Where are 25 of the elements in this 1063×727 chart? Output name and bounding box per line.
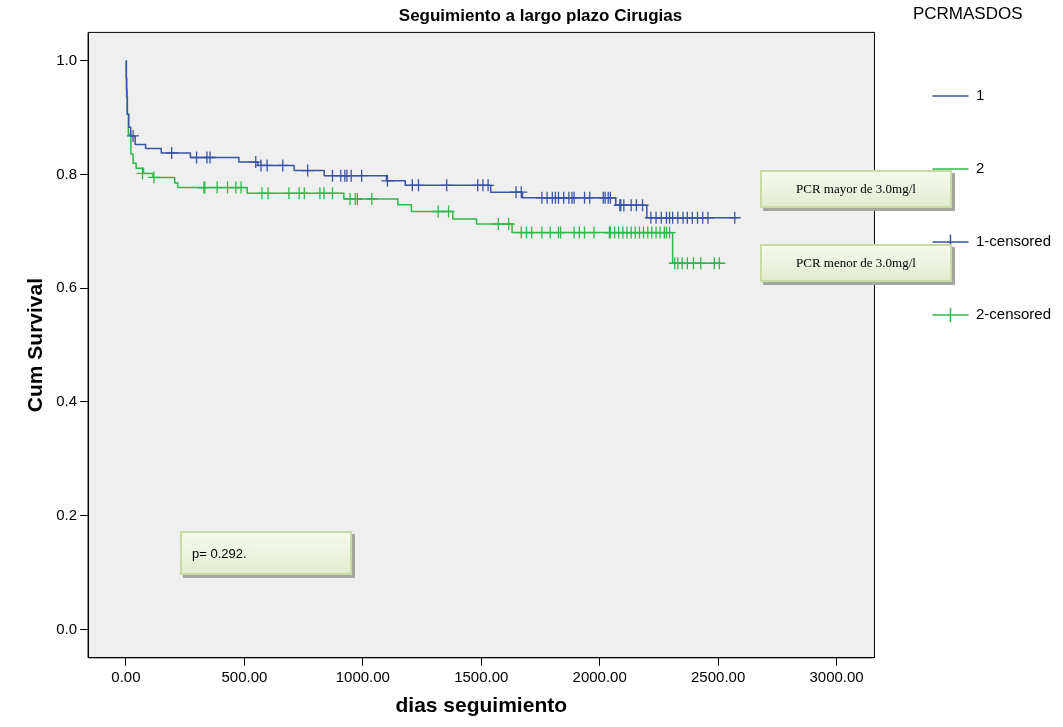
chart-title: Seguimiento a largo plazo Cirugias bbox=[398, 5, 683, 25]
x-tick-label: 1000.00 bbox=[335, 667, 390, 685]
y-tick-label: 0.0 bbox=[56, 619, 78, 637]
legend-label: 1-censored bbox=[975, 232, 1051, 250]
x-tick-label: 500.00 bbox=[221, 667, 268, 685]
label-box: PCR menor de 3.0mg/l bbox=[760, 244, 952, 282]
x-tick-label: 2000.00 bbox=[572, 667, 627, 685]
x-tick-label: 0.00 bbox=[111, 667, 141, 685]
legend-label: 2-censored bbox=[975, 305, 1051, 323]
y-tick-label: 0.4 bbox=[56, 392, 78, 410]
point bbox=[126, 129, 140, 143]
y-tick-label: 0.6 bbox=[56, 278, 78, 296]
y-tick-label: 1.0 bbox=[56, 50, 78, 68]
x-tick-label: 2500.00 bbox=[691, 667, 746, 685]
legend-label: 1 bbox=[975, 86, 985, 104]
x-tick-label: 3000.00 bbox=[809, 667, 864, 685]
x-axis-title: dias seguimiento bbox=[395, 693, 568, 717]
label-box: p= 0.292. bbox=[180, 531, 352, 575]
y-tick-label: 0.8 bbox=[56, 164, 78, 182]
legend-label: 2 bbox=[975, 159, 985, 177]
y-tick-label: 0.2 bbox=[56, 505, 78, 523]
label-box: PCR mayor de 3.0mg/l bbox=[760, 170, 952, 208]
x-tick-label: 1500.00 bbox=[454, 667, 509, 685]
legend-title: PCRMASDOS bbox=[912, 4, 1023, 24]
y-axis-title: Cum Survival bbox=[23, 277, 47, 413]
